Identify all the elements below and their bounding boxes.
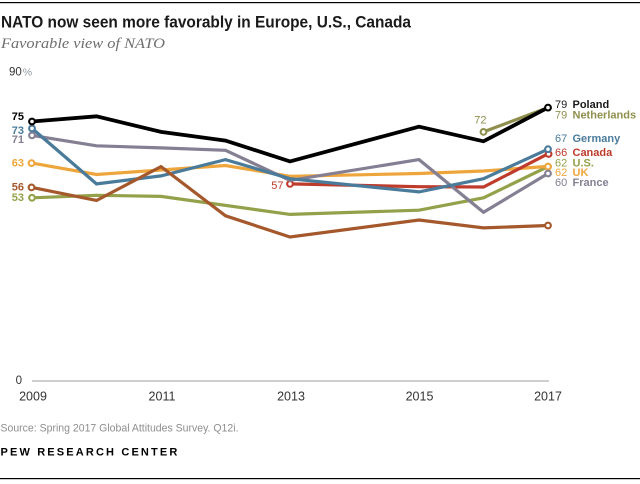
- svg-text:0: 0: [16, 375, 22, 387]
- svg-text:2015: 2015: [406, 390, 434, 404]
- svg-text:79: 79: [555, 99, 567, 111]
- svg-text:90%: 90%: [9, 67, 32, 79]
- svg-text:79: 79: [555, 110, 567, 122]
- svg-text:Netherlands: Netherlands: [573, 110, 637, 122]
- svg-text:71: 71: [12, 134, 24, 146]
- svg-text:2011: 2011: [149, 390, 176, 404]
- svg-text:62: 62: [555, 158, 567, 170]
- svg-text:2009: 2009: [19, 390, 47, 404]
- svg-text:73: 73: [12, 125, 24, 137]
- svg-text:Poland: Poland: [573, 99, 610, 111]
- svg-text:57: 57: [271, 180, 283, 192]
- svg-text:62: 62: [555, 167, 567, 179]
- svg-text:Favorable view of NATO: Favorable view of NATO: [0, 36, 165, 52]
- svg-text:63: 63: [12, 158, 24, 170]
- svg-text:NATO now seen more favorably i: NATO now seen more favorably in Europe, …: [1, 13, 411, 32]
- svg-text:Germany: Germany: [573, 133, 622, 145]
- svg-text:60: 60: [555, 177, 567, 189]
- svg-text:72: 72: [474, 115, 486, 127]
- svg-text:UK: UK: [573, 167, 589, 179]
- svg-text:67: 67: [555, 133, 567, 145]
- svg-text:PEW RESEARCH CENTER: PEW RESEARCH CENTER: [1, 447, 180, 459]
- svg-text:2013: 2013: [277, 390, 305, 404]
- svg-text:France: France: [573, 177, 609, 189]
- svg-text:Canada: Canada: [573, 147, 614, 159]
- svg-text:53: 53: [12, 192, 24, 204]
- svg-text:2017: 2017: [534, 390, 562, 404]
- svg-text:56: 56: [12, 182, 24, 194]
- svg-text:U.S.: U.S.: [573, 158, 594, 170]
- svg-text:Source: Spring 2017 Global Att: Source: Spring 2017 Global Attitudes Sur…: [1, 423, 239, 435]
- svg-text:75: 75: [12, 111, 24, 123]
- svg-text:66: 66: [555, 147, 567, 159]
